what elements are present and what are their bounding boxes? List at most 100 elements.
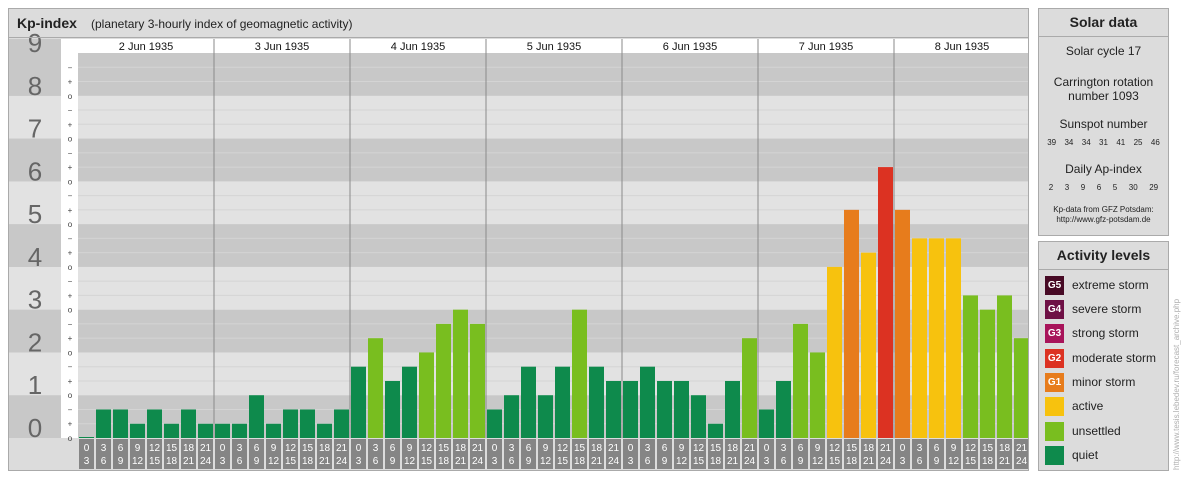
interval-cell bbox=[963, 439, 978, 469]
interval-cell bbox=[385, 439, 400, 469]
chart-subtitle: (planetary 3-hourly index of geomagnetic… bbox=[91, 17, 353, 31]
sunspot-value: 41 bbox=[1116, 138, 1126, 147]
kp-bar bbox=[776, 380, 791, 438]
interval-start-label: 21 bbox=[744, 443, 756, 454]
day-label: 4 Jun 1935 bbox=[391, 41, 445, 53]
interval-start-label: 15 bbox=[982, 443, 994, 454]
legend-label: quiet bbox=[1072, 448, 1099, 462]
y-subtick-label: − bbox=[68, 320, 73, 329]
y-tick-label: 9 bbox=[28, 28, 42, 58]
interval-end-label: 18 bbox=[846, 456, 858, 467]
kp-band bbox=[78, 95, 1028, 139]
interval-end-label: 6 bbox=[509, 456, 515, 467]
legend-swatch bbox=[1045, 396, 1064, 416]
interval-start-label: 6 bbox=[118, 443, 124, 454]
interval-start-label: 18 bbox=[591, 443, 603, 454]
kp-bar bbox=[249, 395, 264, 438]
interval-start-label: 18 bbox=[999, 443, 1011, 454]
interval-start-label: 15 bbox=[846, 443, 858, 454]
kp-bar bbox=[215, 423, 230, 438]
ap-value: 9 bbox=[1080, 183, 1086, 192]
ap-value: 6 bbox=[1096, 183, 1102, 192]
interval-end-label: 21 bbox=[319, 456, 331, 467]
day-label: 3 Jun 1935 bbox=[255, 41, 309, 53]
interval-cell bbox=[317, 439, 332, 469]
interval-start-label: 12 bbox=[285, 443, 297, 454]
y-tick-label: 0 bbox=[28, 413, 42, 443]
interval-cell bbox=[334, 439, 349, 469]
kp-bar bbox=[385, 380, 400, 438]
y-subtick-label: + bbox=[68, 420, 73, 429]
interval-start-label: 9 bbox=[951, 443, 957, 454]
y-axis-band bbox=[9, 53, 61, 96]
interval-end-label: 21 bbox=[727, 456, 739, 467]
kp-bar bbox=[674, 380, 689, 438]
interval-cell bbox=[521, 439, 536, 469]
day-label: 6 Jun 1935 bbox=[663, 41, 717, 53]
legend-item-minor-storm: G1 minor storm bbox=[1045, 372, 1135, 392]
interval-end-label: 12 bbox=[404, 456, 416, 467]
kp-bar bbox=[453, 309, 468, 438]
interval-end-label: 3 bbox=[764, 456, 770, 467]
ap-index-values: 2 3 9 6 5 30 29 bbox=[1039, 183, 1168, 192]
interval-end-label: 3 bbox=[84, 456, 90, 467]
activity-levels-title: Activity levels bbox=[1039, 242, 1168, 270]
y-subtick-label: − bbox=[68, 63, 73, 72]
y-subtick-label: − bbox=[68, 192, 73, 201]
kp-bar bbox=[79, 437, 94, 438]
interval-end-label: 24 bbox=[744, 456, 756, 467]
kp-bar bbox=[1014, 338, 1028, 438]
interval-cell bbox=[674, 439, 689, 469]
kp-bar bbox=[198, 423, 213, 438]
interval-cell bbox=[861, 439, 876, 469]
interval-cell bbox=[232, 439, 247, 469]
y-subtick-label: + bbox=[68, 78, 73, 87]
interval-end-label: 15 bbox=[285, 456, 297, 467]
ap-value: 30 bbox=[1128, 183, 1138, 192]
sunspot-value: 46 bbox=[1150, 138, 1160, 147]
interval-end-label: 9 bbox=[390, 456, 396, 467]
interval-cell bbox=[300, 439, 315, 469]
y-subtick-label: o bbox=[68, 135, 73, 144]
legend-label: moderate storm bbox=[1072, 351, 1157, 365]
interval-cell bbox=[929, 439, 944, 469]
interval-cell bbox=[538, 439, 553, 469]
kp-bar bbox=[861, 252, 876, 438]
interval-cell bbox=[436, 439, 451, 469]
interval-end-label: 3 bbox=[628, 456, 634, 467]
kp-bar bbox=[572, 309, 587, 438]
solar-cycle: Solar cycle 17 bbox=[1065, 44, 1142, 58]
interval-start-label: 12 bbox=[965, 443, 977, 454]
source-watermark: http://www.tesis.lebedev.ru/forecast_arc… bbox=[1172, 298, 1181, 470]
interval-end-label: 3 bbox=[492, 456, 498, 467]
chart-title: Kp-index bbox=[17, 15, 77, 31]
chart-title-bar: Kp-index (planetary 3-hourly index of ge… bbox=[9, 9, 1028, 38]
sunspot-number-label: Sunspot number bbox=[1059, 117, 1148, 131]
y-axis-band bbox=[9, 309, 61, 353]
interval-cell bbox=[742, 439, 757, 469]
kp-band bbox=[78, 53, 1028, 96]
y-subtick-label: o bbox=[68, 348, 73, 357]
y-subtick-label: + bbox=[68, 120, 73, 129]
interval-end-label: 24 bbox=[1016, 456, 1028, 467]
interval-start-label: 15 bbox=[438, 443, 450, 454]
interval-end-label: 15 bbox=[693, 456, 705, 467]
kp-bar bbox=[351, 366, 366, 438]
legend-swatch: G4 bbox=[1045, 299, 1064, 319]
kp-bar bbox=[980, 309, 995, 438]
kp-bar bbox=[878, 167, 893, 439]
interval-start-label: 18 bbox=[455, 443, 467, 454]
y-axis-band bbox=[9, 138, 61, 182]
interval-cell bbox=[844, 439, 859, 469]
interval-cell bbox=[470, 439, 485, 469]
kp-bar bbox=[334, 409, 349, 438]
y-tick-label: 6 bbox=[28, 156, 42, 186]
kp-bar bbox=[606, 380, 621, 438]
data-credit-link[interactable]: http://www.gfz-potsdam.de bbox=[1056, 215, 1151, 224]
kp-bar bbox=[759, 409, 774, 438]
interval-end-label: 15 bbox=[965, 456, 977, 467]
interval-cell bbox=[130, 439, 145, 469]
kp-bar bbox=[402, 366, 417, 438]
interval-cell bbox=[198, 439, 213, 469]
kp-bar bbox=[130, 423, 145, 438]
